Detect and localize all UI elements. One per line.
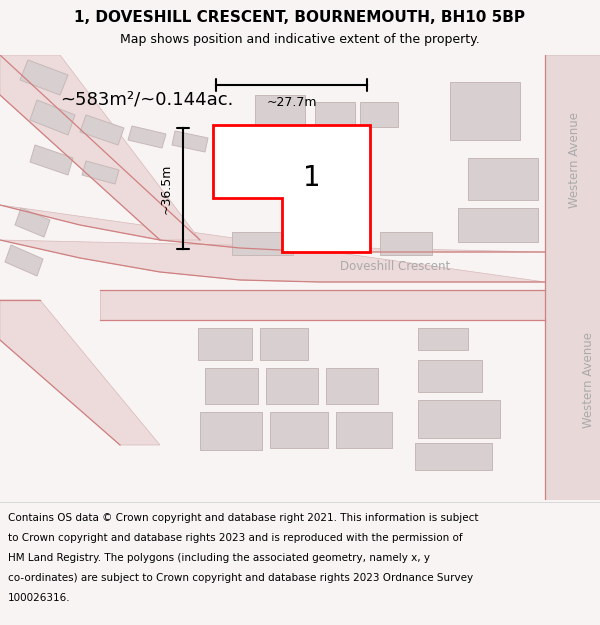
Polygon shape bbox=[545, 55, 600, 500]
Polygon shape bbox=[336, 412, 392, 448]
Polygon shape bbox=[232, 232, 293, 255]
Text: Western Avenue: Western Avenue bbox=[581, 332, 595, 428]
Polygon shape bbox=[418, 400, 500, 438]
Polygon shape bbox=[260, 328, 308, 360]
Polygon shape bbox=[82, 161, 119, 184]
Text: Western Avenue: Western Avenue bbox=[568, 112, 581, 208]
Polygon shape bbox=[5, 245, 43, 276]
Polygon shape bbox=[468, 158, 538, 200]
Polygon shape bbox=[315, 102, 355, 127]
Text: 1, DOVESHILL CRESCENT, BOURNEMOUTH, BH10 5BP: 1, DOVESHILL CRESCENT, BOURNEMOUTH, BH10… bbox=[74, 9, 526, 24]
Polygon shape bbox=[0, 205, 545, 282]
Polygon shape bbox=[20, 60, 68, 95]
Polygon shape bbox=[128, 126, 166, 148]
Text: 1: 1 bbox=[303, 164, 321, 192]
Polygon shape bbox=[30, 100, 75, 135]
Text: Contains OS data © Crown copyright and database right 2021. This information is : Contains OS data © Crown copyright and d… bbox=[8, 513, 479, 523]
Polygon shape bbox=[172, 131, 208, 152]
Polygon shape bbox=[266, 368, 318, 404]
Text: ~27.7m: ~27.7m bbox=[266, 96, 317, 109]
Text: Map shows position and indicative extent of the property.: Map shows position and indicative extent… bbox=[120, 32, 480, 46]
Polygon shape bbox=[0, 55, 200, 240]
Text: HM Land Registry. The polygons (including the associated geometry, namely x, y: HM Land Registry. The polygons (includin… bbox=[8, 553, 430, 563]
Polygon shape bbox=[458, 208, 538, 242]
Polygon shape bbox=[415, 443, 492, 470]
Polygon shape bbox=[80, 115, 124, 145]
Text: Doveshill Crescent: Doveshill Crescent bbox=[340, 261, 450, 274]
Polygon shape bbox=[198, 328, 252, 360]
Polygon shape bbox=[100, 290, 545, 320]
Polygon shape bbox=[205, 368, 258, 404]
Polygon shape bbox=[0, 300, 160, 445]
Text: ~583m²/~0.144ac.: ~583m²/~0.144ac. bbox=[60, 91, 233, 109]
Polygon shape bbox=[418, 360, 482, 392]
Polygon shape bbox=[213, 125, 370, 252]
Polygon shape bbox=[270, 412, 328, 448]
Polygon shape bbox=[380, 232, 432, 255]
Polygon shape bbox=[418, 328, 468, 350]
Polygon shape bbox=[326, 368, 378, 404]
Text: to Crown copyright and database rights 2023 and is reproduced with the permissio: to Crown copyright and database rights 2… bbox=[8, 533, 463, 543]
Text: 100026316.: 100026316. bbox=[8, 593, 71, 603]
Polygon shape bbox=[360, 102, 398, 127]
Polygon shape bbox=[200, 412, 262, 450]
Polygon shape bbox=[450, 82, 520, 140]
Text: co-ordinates) are subject to Crown copyright and database rights 2023 Ordnance S: co-ordinates) are subject to Crown copyr… bbox=[8, 573, 473, 583]
Text: ~36.5m: ~36.5m bbox=[160, 163, 173, 214]
Polygon shape bbox=[30, 145, 73, 175]
Polygon shape bbox=[15, 208, 50, 237]
Polygon shape bbox=[255, 95, 305, 125]
